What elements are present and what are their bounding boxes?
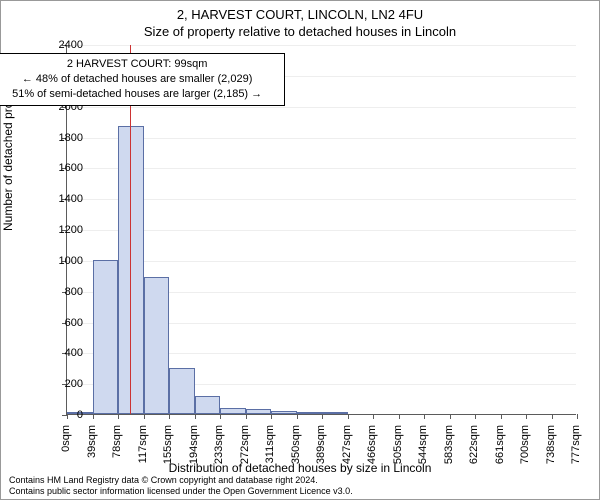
histogram-bar bbox=[169, 368, 195, 414]
x-tick bbox=[475, 414, 476, 419]
x-tick-label: 777sqm bbox=[570, 425, 582, 475]
x-tick-label: 505sqm bbox=[392, 425, 404, 475]
histogram-bar bbox=[322, 412, 348, 414]
x-tick-label: 622sqm bbox=[468, 425, 480, 475]
histogram-bar bbox=[144, 277, 170, 414]
x-tick bbox=[220, 414, 221, 419]
y-tick-label: 1400 bbox=[43, 193, 83, 205]
x-tick bbox=[271, 414, 272, 419]
y-tick-label: 600 bbox=[43, 317, 83, 329]
x-tick-label: 389sqm bbox=[315, 425, 327, 475]
annotation-line1: 2 HARVEST COURT: 99sqm bbox=[0, 57, 278, 72]
x-tick-label: 427sqm bbox=[341, 425, 353, 475]
x-tick bbox=[297, 414, 298, 419]
x-tick-label: 544sqm bbox=[417, 425, 429, 475]
x-tick bbox=[399, 414, 400, 419]
x-tick bbox=[169, 414, 170, 419]
footer-line2: Contains public sector information licen… bbox=[9, 486, 353, 497]
x-tick-label: 583sqm bbox=[443, 425, 455, 475]
x-tick-label: 311sqm bbox=[264, 425, 276, 475]
x-tick bbox=[552, 414, 553, 419]
footer-line1: Contains HM Land Registry data © Crown c… bbox=[9, 475, 353, 486]
x-tick-label: 661sqm bbox=[494, 425, 506, 475]
histogram-bar bbox=[220, 408, 246, 414]
x-tick bbox=[424, 414, 425, 419]
gridline bbox=[67, 45, 576, 46]
x-tick-label: 700sqm bbox=[519, 425, 531, 475]
x-tick-label: 738sqm bbox=[545, 425, 557, 475]
histogram-bar bbox=[246, 409, 272, 414]
x-tick bbox=[577, 414, 578, 419]
histogram-bar bbox=[297, 412, 323, 414]
x-tick bbox=[144, 414, 145, 419]
histogram-bar bbox=[195, 396, 221, 414]
x-tick bbox=[373, 414, 374, 419]
y-tick-label: 1200 bbox=[43, 224, 83, 236]
y-tick-label: 1800 bbox=[43, 132, 83, 144]
chart-container: 2, HARVEST COURT, LINCOLN, LN2 4FU Size … bbox=[0, 0, 600, 500]
x-tick-label: 233sqm bbox=[213, 425, 225, 475]
x-tick-label: 155sqm bbox=[162, 425, 174, 475]
x-tick-label: 466sqm bbox=[366, 425, 378, 475]
y-tick-label: 1600 bbox=[43, 162, 83, 174]
chart-title-line1: 2, HARVEST COURT, LINCOLN, LN2 4FU bbox=[1, 7, 599, 22]
x-tick bbox=[246, 414, 247, 419]
x-tick-label: 117sqm bbox=[137, 425, 149, 475]
x-tick bbox=[450, 414, 451, 419]
footer-attribution: Contains HM Land Registry data © Crown c… bbox=[9, 475, 353, 497]
annotation-line3: 51% of semi-detached houses are larger (… bbox=[0, 87, 278, 102]
annotation-line2: ← 48% of detached houses are smaller (2,… bbox=[0, 72, 278, 87]
x-tick bbox=[526, 414, 527, 419]
histogram-bar bbox=[271, 411, 297, 414]
x-tick bbox=[501, 414, 502, 419]
y-tick-label: 1000 bbox=[43, 255, 83, 267]
x-tick-label: 194sqm bbox=[188, 425, 200, 475]
x-tick-label: 0sqm bbox=[60, 425, 72, 475]
y-tick-label: 2400 bbox=[43, 39, 83, 51]
x-tick bbox=[322, 414, 323, 419]
x-tick bbox=[93, 414, 94, 419]
x-tick-label: 350sqm bbox=[290, 425, 302, 475]
y-tick-label: 0 bbox=[43, 409, 83, 421]
y-tick-label: 400 bbox=[43, 347, 83, 359]
y-tick-label: 200 bbox=[43, 378, 83, 390]
x-tick bbox=[118, 414, 119, 419]
x-tick bbox=[348, 414, 349, 419]
y-tick-label: 800 bbox=[43, 286, 83, 298]
chart-title-line2: Size of property relative to detached ho… bbox=[1, 24, 599, 39]
x-tick-label: 78sqm bbox=[111, 425, 123, 475]
histogram-bar bbox=[93, 260, 119, 414]
x-tick-label: 39sqm bbox=[86, 425, 98, 475]
x-tick-label: 272sqm bbox=[239, 425, 251, 475]
gridline bbox=[67, 107, 576, 108]
x-tick bbox=[195, 414, 196, 419]
annotation-box: 2 HARVEST COURT: 99sqm← 48% of detached … bbox=[0, 53, 285, 106]
